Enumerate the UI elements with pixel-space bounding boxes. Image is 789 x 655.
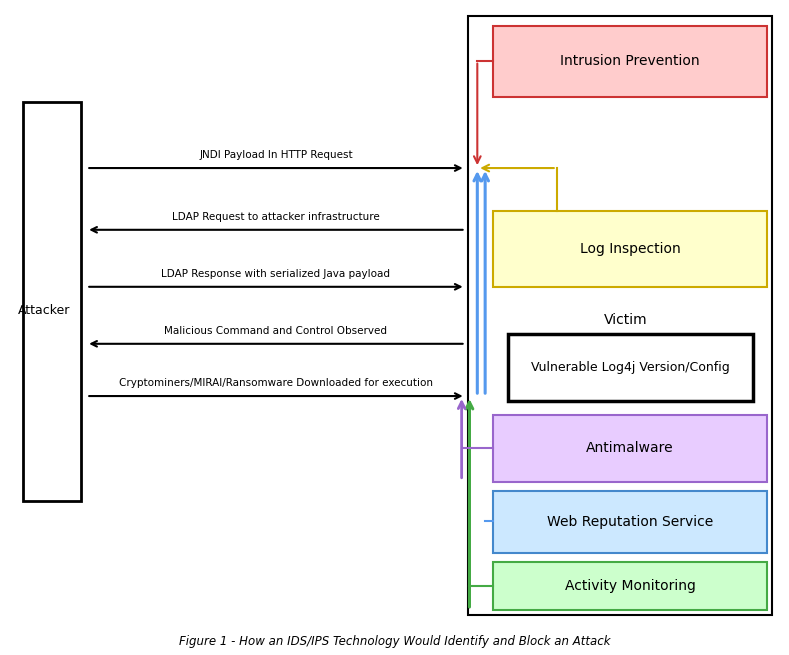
Text: Web Reputation Service: Web Reputation Service (547, 515, 713, 529)
FancyBboxPatch shape (469, 16, 772, 614)
FancyBboxPatch shape (23, 102, 81, 500)
Text: Attacker: Attacker (17, 304, 70, 317)
FancyBboxPatch shape (493, 491, 768, 553)
FancyBboxPatch shape (493, 211, 768, 287)
Text: Log Inspection: Log Inspection (580, 242, 681, 256)
Text: Figure 1 - How an IDS/IPS Technology Would Identify and Block an Attack: Figure 1 - How an IDS/IPS Technology Wou… (179, 635, 610, 648)
FancyBboxPatch shape (493, 415, 768, 481)
Text: LDAP Response with serialized Java payload: LDAP Response with serialized Java paylo… (162, 269, 391, 279)
Text: Malicious Command and Control Observed: Malicious Command and Control Observed (164, 326, 387, 336)
Text: Victim: Victim (604, 313, 647, 327)
Text: Intrusion Prevention: Intrusion Prevention (560, 54, 700, 68)
Text: Cryptominers/MIRAI/Ransomware Downloaded for execution: Cryptominers/MIRAI/Ransomware Downloaded… (119, 379, 433, 388)
Text: Vulnerable Log4j Version/Config: Vulnerable Log4j Version/Config (531, 361, 730, 374)
Text: Antimalware: Antimalware (586, 441, 674, 455)
Text: LDAP Request to attacker infrastructure: LDAP Request to attacker infrastructure (172, 212, 380, 222)
FancyBboxPatch shape (493, 562, 768, 610)
FancyBboxPatch shape (493, 26, 768, 97)
Text: JNDI Payload In HTTP Request: JNDI Payload In HTTP Request (199, 151, 353, 160)
Text: Activity Monitoring: Activity Monitoring (565, 579, 696, 593)
FancyBboxPatch shape (507, 334, 753, 401)
